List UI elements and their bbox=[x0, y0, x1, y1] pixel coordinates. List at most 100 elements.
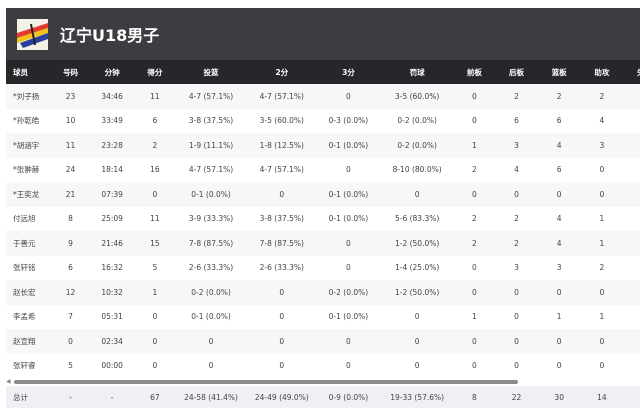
stat-cell: 0 bbox=[514, 361, 519, 371]
stat-cell: 0 bbox=[135, 329, 175, 354]
stat-cell: 0 bbox=[580, 280, 624, 305]
stat-cell: 1-2 (50.0%) bbox=[380, 231, 454, 256]
stat-cell: 11 bbox=[135, 84, 175, 109]
stat-cell: 4 bbox=[556, 214, 562, 224]
column-header[interactable]: 助攻 bbox=[580, 60, 624, 84]
table-row: 张轩铭 6 16:32 5 2-6 (33.3%) 2-6 (33.3%) 0 1-4 (25… bbox=[6, 256, 640, 281]
stat-cell: 0-2 (0.0%) bbox=[380, 133, 454, 158]
stat-cell: 0 bbox=[453, 329, 496, 354]
stat-cell: 0 bbox=[316, 84, 381, 109]
stat-cell: 3 bbox=[556, 263, 562, 273]
table-row: 付远旭 8 25:09 11 3-9 (33.3%) 3-8 (37.5%) 0-1 (0.… bbox=[6, 207, 640, 232]
stat-cell: 2 bbox=[514, 214, 519, 224]
player-name[interactable]: *张翀赫 bbox=[13, 165, 40, 175]
stat-cell: 0 bbox=[279, 361, 285, 371]
player-name[interactable]: *刘子扬 bbox=[6, 84, 52, 109]
column-header[interactable]: 号码 bbox=[51, 60, 90, 84]
stat-cell: 0 bbox=[453, 182, 496, 207]
stat-cell: 7-8 (87.5%) bbox=[174, 231, 248, 256]
stat-cell: 0 bbox=[556, 361, 562, 371]
stat-cell: 4 bbox=[537, 133, 581, 158]
player-name[interactable]: 赵长宏 bbox=[6, 280, 52, 305]
stat-cell: 0 bbox=[346, 361, 351, 371]
stat-cell: 1-2 (50.0%) bbox=[380, 280, 454, 305]
stat-cell: 0 bbox=[135, 182, 175, 207]
stat-cell: 11 bbox=[51, 133, 90, 158]
player-name[interactable]: 于善元 bbox=[6, 231, 52, 256]
column-header[interactable]: 失误 bbox=[623, 60, 640, 84]
stat-cell: 2 bbox=[495, 231, 538, 256]
stat-cell: 07:39 bbox=[89, 182, 136, 207]
stat-cell: 0 bbox=[495, 280, 538, 305]
stat-cell: 1 bbox=[599, 214, 605, 224]
stat-cell: 02:34 bbox=[89, 329, 136, 354]
stat-cell: 0-1 (0.0%) bbox=[328, 312, 369, 322]
player-name[interactable]: 李孟希 bbox=[13, 312, 36, 322]
stat-cell: 0-1 (0.0%) bbox=[316, 133, 381, 158]
stat-cell: 0 bbox=[316, 329, 381, 354]
column-header[interactable]: 2分 bbox=[247, 60, 317, 84]
column-header[interactable]: 篮板 bbox=[537, 60, 581, 84]
total-cell: 67 bbox=[135, 386, 175, 408]
table-row: 李孟希 7 05:31 0 0-1 (0.0%) 0 0-1 (0.0%) 0 1 0 1 1 1 bbox=[6, 305, 640, 330]
stat-cell: 10:32 bbox=[89, 280, 136, 305]
column-header[interactable]: 投篮 bbox=[174, 60, 248, 84]
stat-cell: 0 bbox=[623, 182, 640, 207]
stat-cell: 2 bbox=[471, 165, 477, 175]
stat-cell: 4-7 (57.1%) bbox=[247, 84, 317, 109]
player-name[interactable]: *孙乾皓 bbox=[13, 116, 40, 126]
stat-cell: 0 bbox=[208, 361, 214, 371]
stat-cell: 2-6 (33.3%) bbox=[188, 263, 234, 273]
stat-cell: 0 bbox=[471, 263, 477, 273]
column-header[interactable]: 得分 bbox=[135, 60, 175, 84]
stat-cell: 3 bbox=[495, 133, 538, 158]
table-row: *孙乾皓 10 33:49 6 3-8 (37.5%) 3-5 (60.0%) 0-3 (0… bbox=[6, 109, 640, 134]
stat-cell: 0 bbox=[51, 329, 90, 354]
column-header[interactable]: 罚球 bbox=[380, 60, 454, 84]
total-cell: 30 bbox=[537, 386, 581, 408]
column-header[interactable]: 球员 bbox=[6, 60, 52, 84]
column-header[interactable]: 3分 bbox=[316, 60, 381, 84]
scroll-left-arrow-icon[interactable]: ◀ bbox=[6, 378, 11, 385]
horizontal-scrollbar[interactable]: ◀ bbox=[6, 378, 640, 386]
stat-cell: 0 bbox=[537, 329, 581, 354]
column-header[interactable]: 后板 bbox=[495, 60, 538, 84]
stat-cell: 1 bbox=[580, 231, 624, 256]
stat-cell: 0-1 (0.0%) bbox=[316, 182, 381, 207]
player-name[interactable]: 张轩睿 bbox=[13, 361, 36, 371]
stat-cell: 4 bbox=[514, 165, 519, 175]
column-header[interactable]: 前板 bbox=[453, 60, 496, 84]
table-row: *胡涵宇 11 23:28 2 1-9 (11.1%) 1-8 (12.5%) 0-1 (0… bbox=[6, 133, 640, 158]
stat-cell: 1 bbox=[623, 329, 640, 354]
team-logo bbox=[17, 18, 48, 50]
stat-cell: 0 bbox=[537, 280, 581, 305]
player-name[interactable]: 付远旭 bbox=[13, 214, 36, 224]
scrollbar-thumb[interactable] bbox=[14, 380, 518, 384]
total-cell: 8 bbox=[453, 386, 496, 408]
stat-cell: 0 bbox=[152, 312, 158, 322]
stat-cell: 2 bbox=[135, 133, 175, 158]
stat-cell: 3 bbox=[623, 84, 640, 109]
player-name[interactable]: *胡涵宇 bbox=[6, 133, 52, 158]
totals-table: 总计 - -67 24-58 (41.4%) 24-49 (49.0%) 0-9 (0.0… bbox=[6, 386, 640, 408]
totals-row: 总计 - -67 24-58 (41.4%) 24-49 (49.0%) 0-9 (0.0… bbox=[6, 386, 640, 408]
total-cell: 14 bbox=[580, 386, 624, 408]
stat-cell: 33:49 bbox=[101, 116, 123, 126]
column-header[interactable]: 分钟 bbox=[89, 60, 136, 84]
stat-cell: 0 bbox=[623, 280, 640, 305]
stat-cell: 3 bbox=[623, 133, 640, 158]
stat-cell: 0 bbox=[380, 182, 454, 207]
player-name[interactable]: 赵宣翔 bbox=[6, 329, 52, 354]
stat-cell: 1 bbox=[471, 312, 477, 322]
total-cell: 19-33 (57.6%) bbox=[380, 386, 454, 408]
player-name[interactable]: *王奕龙 bbox=[6, 182, 52, 207]
stat-cell: 8-10 (80.0%) bbox=[392, 165, 442, 175]
stat-cell: 0 bbox=[580, 182, 624, 207]
stat-cell: 1 bbox=[453, 133, 496, 158]
stat-cell: 0 bbox=[279, 312, 285, 322]
table-row: 赵长宏 12 10:32 1 0-2 (0.0%) 0 0-2 (0.0%) 1-2 (50.… bbox=[6, 280, 640, 305]
player-name[interactable]: 张轩铭 bbox=[13, 263, 36, 273]
stat-cell: 2 bbox=[623, 158, 640, 183]
stat-cell: 0 bbox=[414, 361, 420, 371]
